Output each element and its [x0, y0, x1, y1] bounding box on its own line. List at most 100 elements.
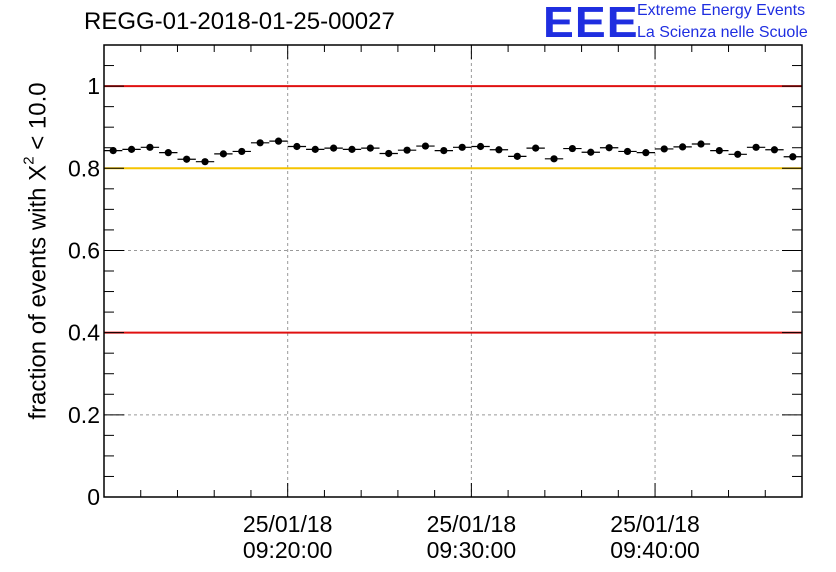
data-point-marker: [587, 148, 595, 156]
data-point: [655, 145, 674, 153]
logo-line-2: La Scienza nelle Scuole: [637, 24, 808, 41]
y-axis-label-sup: 2: [20, 156, 38, 165]
data-point: [636, 149, 656, 157]
data-point: [673, 143, 692, 151]
data-point-marker: [605, 144, 613, 152]
data-point-marker: [476, 142, 485, 151]
data-point: [765, 146, 784, 154]
data-point-marker: [697, 140, 705, 148]
data-point-marker: [238, 147, 246, 156]
data-point-marker: [385, 149, 393, 158]
data-point-marker: [256, 139, 264, 147]
data-point: [618, 147, 637, 156]
data-point: [434, 147, 453, 155]
x-tick-label-date: 25/01/18: [610, 511, 700, 537]
x-tick-labels: 25/01/1809:20:0025/01/1809:30:0025/01/18…: [243, 511, 700, 563]
data-point-marker: [219, 150, 227, 158]
data-point: [104, 147, 123, 155]
data-series: [104, 137, 802, 166]
x-tick-label-time: 09:40:00: [610, 537, 700, 563]
data-point-marker: [752, 143, 760, 151]
data-point: [526, 144, 545, 152]
data-point: [581, 148, 600, 156]
data-point-marker: [366, 144, 374, 152]
data-point-marker: [660, 145, 668, 153]
data-point-marker: [201, 158, 209, 166]
logo-acronym: EEE: [543, 0, 639, 47]
reference-lines: [104, 85, 802, 334]
data-point: [214, 150, 233, 158]
y-tick-label: 0: [87, 484, 100, 510]
data-point: [416, 142, 435, 150]
y-tick-label: 0.6: [68, 237, 100, 263]
data-point-marker: [623, 147, 632, 156]
data-point: [361, 144, 380, 152]
data-point-marker: [715, 147, 723, 155]
data-point-marker: [550, 155, 558, 163]
data-point: [691, 140, 711, 148]
data-point-marker: [495, 146, 503, 154]
data-point: [489, 146, 509, 154]
logo-line-1: Extreme Energy Events: [637, 2, 806, 19]
grid-lines: [104, 45, 802, 497]
data-point-marker: [679, 143, 687, 151]
data-point: [599, 144, 619, 152]
data-point: [140, 143, 160, 151]
data-point-marker: [183, 155, 191, 163]
axis-ticks: [103, 44, 803, 498]
data-point-marker: [513, 152, 521, 160]
data-point-marker: [127, 145, 136, 153]
data-point-marker: [458, 143, 466, 151]
data-point-marker: [311, 145, 319, 153]
y-axis-label-prefix: fraction of events with X: [24, 164, 52, 420]
y-tick-label: 0.4: [68, 320, 100, 346]
data-point-marker: [421, 142, 430, 150]
data-point: [287, 142, 307, 151]
data-point: [250, 139, 270, 147]
data-point-marker: [274, 137, 283, 145]
y-tick-label: 1: [87, 73, 100, 99]
data-point: [306, 145, 325, 153]
data-point: [159, 149, 178, 157]
data-point-marker: [164, 149, 172, 157]
data-point-marker: [348, 145, 356, 153]
data-point: [544, 155, 564, 163]
y-tick-label: 0.8: [68, 155, 100, 181]
data-point: [342, 145, 362, 153]
data-point: [177, 155, 196, 163]
data-point: [379, 149, 398, 158]
data-point: [195, 158, 215, 166]
data-point-marker: [403, 146, 411, 154]
data-point: [453, 143, 472, 151]
data-point: [471, 142, 490, 151]
data-point-marker: [568, 144, 576, 153]
data-point: [563, 144, 582, 153]
data-point: [508, 152, 527, 160]
chart-title: REGG-01-2018-01-25-00027: [84, 8, 395, 35]
y-tick-label: 0.2: [68, 402, 100, 428]
data-point: [728, 150, 747, 158]
data-point-marker: [734, 150, 742, 158]
data-point: [783, 153, 802, 161]
data-point-marker: [330, 144, 338, 152]
data-point-marker: [532, 144, 540, 152]
y-axis-label: fraction of events with X2 < 10.0: [20, 82, 53, 420]
data-point: [324, 144, 343, 152]
plot-frame: [103, 44, 803, 498]
data-point-marker: [789, 153, 797, 161]
x-tick-label-date: 25/01/18: [243, 511, 333, 537]
x-tick-label-time: 09:30:00: [427, 537, 517, 563]
data-point-marker: [109, 147, 117, 155]
x-tick-label-date: 25/01/18: [427, 511, 517, 537]
y-axis-label-suffix: < 10.0: [24, 82, 52, 157]
data-point-marker: [770, 146, 779, 154]
data-point-marker: [293, 142, 301, 151]
data-point: [269, 137, 288, 145]
x-tick-label-time: 09:20:00: [243, 537, 333, 563]
data-point: [710, 147, 729, 155]
data-point: [122, 145, 141, 153]
data-point: [397, 146, 417, 154]
data-point-marker: [146, 143, 154, 151]
data-point-marker: [642, 149, 650, 157]
